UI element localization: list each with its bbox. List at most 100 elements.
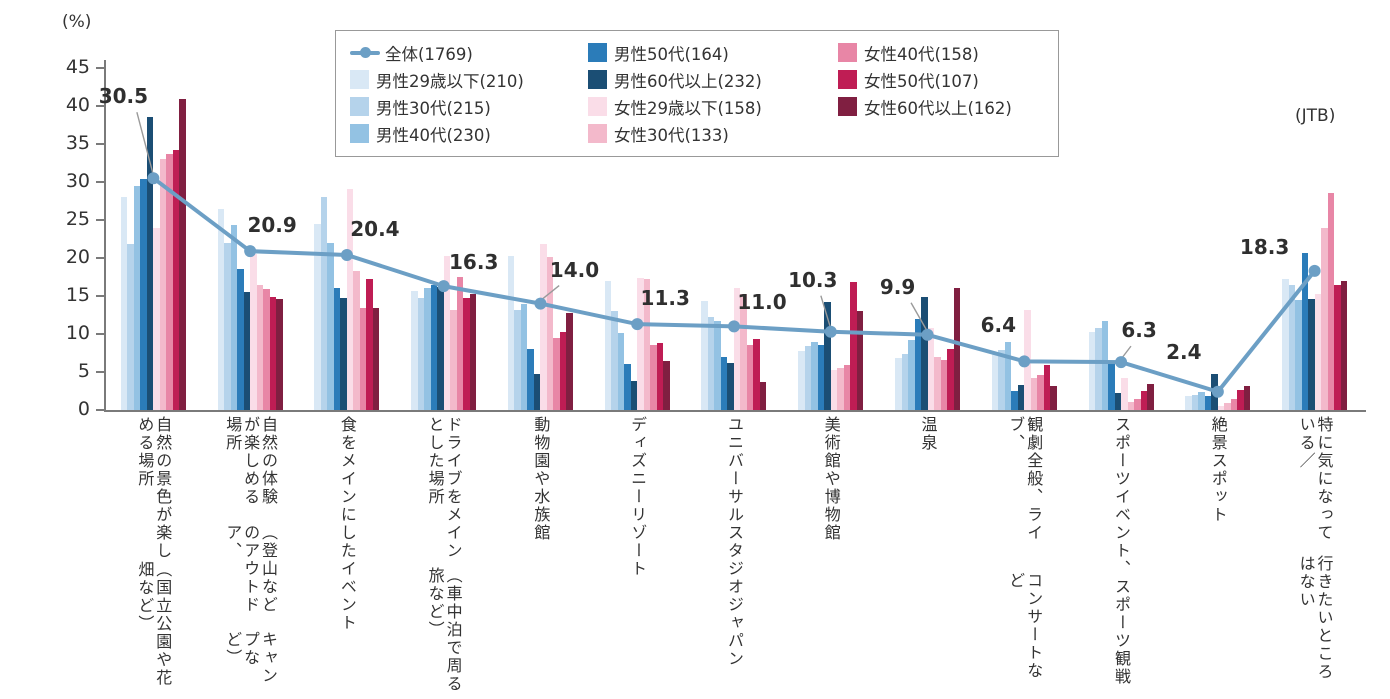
legend-item-9: 女性50代(107) [838, 68, 1046, 92]
bar-s2-c8 [908, 340, 915, 410]
total-line-marker-3 [437, 280, 450, 293]
bar-s6-c10 [1127, 402, 1135, 410]
total-line-marker-0 [147, 172, 160, 185]
bar-s1-c2 [320, 197, 328, 410]
category-label-text: ディズニーリゾート [627, 416, 647, 578]
bar-s2-c0 [133, 185, 141, 410]
bar-group-0 [105, 68, 202, 410]
bar-s5-c4 [540, 244, 547, 410]
bar-group-12 [1266, 68, 1363, 410]
legend-item-0: 全体(1769) [350, 41, 588, 65]
bar-s8-c9 [1043, 365, 1051, 410]
bar-s1-c4 [514, 309, 521, 410]
bar-s8-c3 [463, 297, 470, 410]
bar-s6-c3 [450, 309, 457, 410]
bar-s1-c1 [224, 242, 231, 410]
bar-s3-c8 [914, 318, 922, 410]
category-label-text: ユニバーサルスタジオジャパン [724, 416, 744, 668]
bar-s0-c4 [507, 255, 515, 410]
category-label-line: 自然の体験が楽しめる場所 [223, 416, 278, 506]
bar-s9-c7 [856, 311, 864, 410]
legend-swatch [838, 43, 857, 62]
bar-group-10 [1073, 68, 1170, 410]
category-label-8: 温泉 [879, 416, 976, 694]
category-label-line: 自然の景色が楽しめる場所 [135, 416, 173, 560]
total-line-marker-5 [631, 318, 644, 331]
bar-s4-c5 [630, 381, 638, 410]
legend-label: 女性40代(158) [864, 44, 979, 64]
y-tick-mark-25 [96, 219, 104, 221]
legend-label: 男性29歳以下(210) [376, 71, 524, 91]
bar-s1-c8 [901, 353, 909, 410]
legend-swatch [588, 124, 607, 143]
bar-s2-c2 [327, 242, 334, 410]
total-line-marker-6 [728, 320, 740, 333]
bar-s4-c4 [533, 374, 541, 410]
legend-line-symbol [350, 43, 380, 62]
category-label-text: 動物園や水族館 [530, 416, 550, 542]
bar-s0-c8 [895, 358, 902, 410]
bar-s5-c12 [1314, 294, 1322, 410]
legend-item-4: 男性50代(164) [588, 41, 838, 65]
bar-s6-c1 [256, 285, 264, 410]
bar-s4-c8 [921, 296, 928, 410]
bar-s2-c12 [1295, 299, 1302, 410]
bar-s0-c9 [991, 353, 999, 410]
bar-s7-c7 [843, 365, 851, 410]
category-label-line: スポーツイベント、 [1112, 416, 1132, 578]
y-tick-label-45: 45 [65, 56, 90, 78]
legend-item-2: 男性30代(215) [350, 95, 588, 119]
bar-s7-c3 [456, 277, 464, 410]
bar-s7-c8 [940, 359, 948, 410]
y-axis-line [104, 60, 106, 412]
bar-s6-c4 [546, 257, 554, 410]
legend-item-3: 男性40代(230) [350, 122, 588, 146]
bar-group-7 [782, 68, 879, 410]
total-value-label-8: 9.9 [879, 274, 916, 299]
category-label-text: 自然の体験が楽しめる場所 （登山などのアウトドア、 キャンプなど） [222, 416, 278, 694]
legend-label: 男性30代(215) [376, 98, 491, 118]
bar-group-2 [299, 68, 396, 410]
total-line-marker-10 [1115, 356, 1128, 369]
y-tick-mark-15 [96, 295, 104, 297]
bar-group-6 [686, 68, 783, 410]
total-line-marker-7 [824, 325, 837, 338]
bar-s1-c5 [611, 311, 618, 410]
bar-s6-c2 [353, 270, 360, 410]
legend-item-5: 男性60代以上(232) [588, 68, 838, 92]
bar-s6-c5 [643, 279, 651, 410]
bar-group-4 [492, 68, 589, 410]
total-value-label-1: 20.9 [247, 213, 297, 238]
total-value-label-12: 18.3 [1239, 234, 1290, 259]
bar-s9-c6 [759, 381, 767, 410]
legend-item-1: 男性29歳以下(210) [350, 68, 588, 92]
bar-s8-c4 [559, 331, 567, 410]
bar-s3-c11 [1204, 396, 1212, 410]
category-label-line: 美術館や博物館 [821, 416, 841, 542]
category-label-line: 食をメインにしたイベント [337, 416, 357, 632]
category-label-2: 食をメインにしたイベント [299, 416, 396, 694]
total-value-label-2: 20.4 [350, 216, 400, 241]
bar-s7-c5 [650, 344, 657, 410]
category-label-11: 絶景スポット [1169, 416, 1266, 694]
bar-s8-c0 [172, 150, 180, 410]
legend-item-10: 女性60代以上(162) [838, 95, 1046, 119]
bar-s3-c0 [140, 178, 147, 410]
bar-s5-c7 [830, 369, 838, 410]
bar-s4-c0 [146, 117, 154, 410]
bar-s7-c1 [263, 289, 270, 410]
bar-group-3 [395, 68, 492, 410]
category-label-line: 観劇全般、ライブ、 [1006, 416, 1044, 542]
bar-s5-c8 [927, 327, 935, 410]
legend-swatch [588, 70, 607, 89]
bar-s9-c8 [953, 288, 961, 410]
bar-s1-c0 [127, 244, 134, 410]
bar-s9-c11 [1243, 385, 1251, 410]
bar-s9-c2 [372, 308, 380, 410]
bar-s5-c11 [1217, 406, 1225, 410]
bar-s0-c2 [314, 223, 321, 410]
total-value-label-4: 14.0 [549, 257, 600, 282]
category-label-line: コンサートなど [1006, 572, 1044, 681]
